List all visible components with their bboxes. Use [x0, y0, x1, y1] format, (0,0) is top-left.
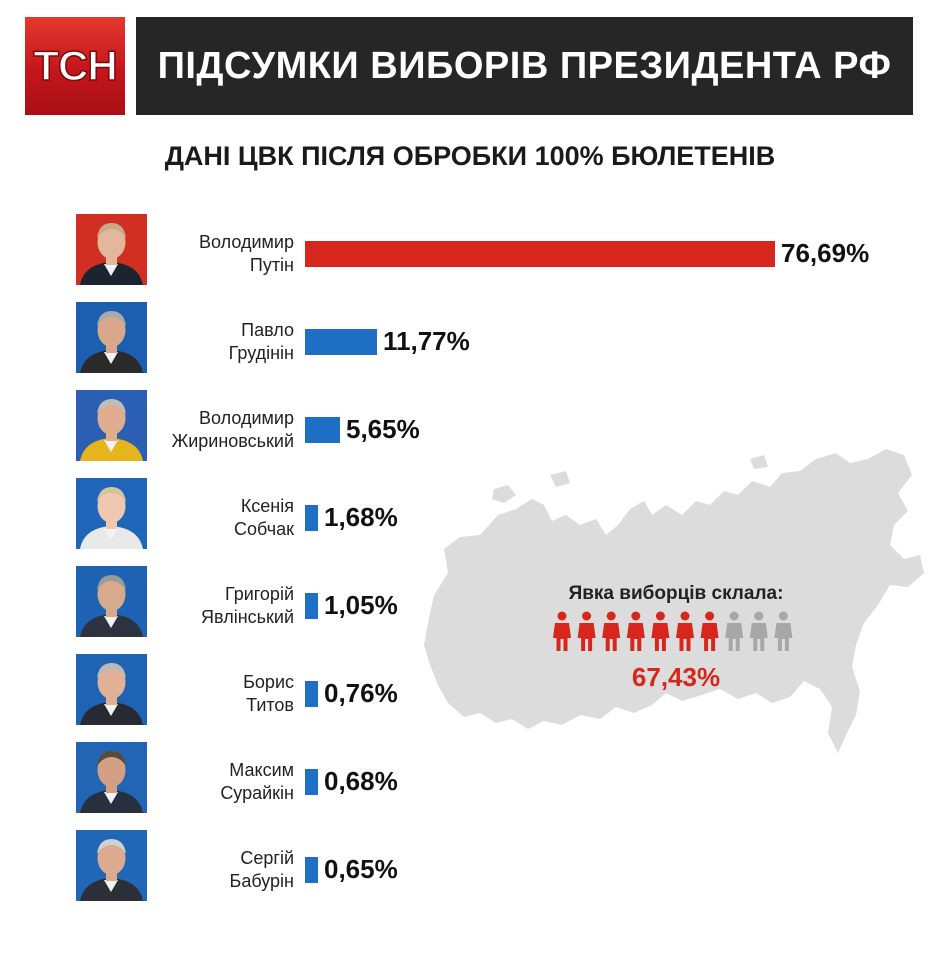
person-icon-voted: [626, 611, 645, 651]
bar-value-label: 1,68%: [324, 502, 398, 532]
bar-value-label: 0,76%: [324, 678, 398, 708]
candidate-photo: [76, 654, 147, 725]
bar-value-label: 0,65%: [324, 854, 398, 884]
candidate-last-name: Жириновський: [171, 431, 294, 451]
person-icon-voted: [676, 611, 694, 651]
tsn-logo: ТСН: [25, 17, 125, 115]
candidate-photo: [76, 566, 147, 637]
person-icon-voted: [602, 611, 621, 651]
bar-value-label: 5,65%: [346, 414, 420, 444]
person-icon-voted: [651, 611, 670, 651]
person-icon-voted: [700, 611, 719, 651]
candidate-name: Борис Титов: [94, 671, 294, 717]
header-bar: ПІДСУМКИ ВИБОРІВ ПРЕЗИДЕНТА РФ: [136, 17, 913, 115]
bar-value-label: 1,05%: [324, 590, 398, 620]
logo-text: ТСН: [33, 41, 119, 90]
candidate-first-name: Сергій: [240, 848, 294, 868]
candidate-first-name: Володимир: [199, 232, 294, 252]
candidate-photo: [76, 830, 147, 901]
candidate-first-name: Борис: [243, 672, 294, 692]
bar: [305, 417, 340, 443]
bar: [305, 593, 318, 619]
bar-value-label: 11,77%: [383, 326, 470, 356]
person-icon-voted: [553, 611, 571, 651]
candidate-row: Павло Грудінін 11,77%: [0, 302, 940, 374]
bar: [305, 505, 318, 531]
candidate-photo: [76, 478, 147, 549]
candidate-last-name: Титов: [246, 695, 294, 715]
candidate-name: Григорій Явлінський: [94, 583, 294, 629]
candidate-name: Сергій Бабурін: [94, 847, 295, 893]
candidate-last-name: Путін: [249, 255, 294, 275]
candidate-name: Володимир Жириновський: [94, 407, 294, 453]
turnout-value: 67,43%: [631, 662, 721, 692]
candidate-row: Ксенія Собчак 1,68%: [0, 478, 940, 550]
page-title: ПІДСУМКИ ВИБОРІВ ПРЕЗИДЕНТА РФ: [157, 44, 892, 87]
person-icon-voted: [577, 611, 596, 651]
chart-subtitle: ДАНІ ЦВК ПІСЛЯ ОБРОБКИ 100% БЮЛЕТЕНІВ: [164, 141, 776, 171]
bar-value-label: 76,69%: [781, 238, 870, 268]
person-icon-not-voted: [749, 611, 768, 651]
candidate-row: Григорій Явлінський 1,05%: [0, 566, 940, 638]
candidate-photo: [76, 214, 147, 285]
person-icon-not-voted: [725, 611, 744, 651]
candidate-first-name: Павло: [241, 320, 294, 340]
bar: [305, 857, 318, 883]
person-icon-not-voted: [774, 611, 793, 651]
candidate-name: Володимир Путін: [94, 231, 294, 277]
candidate-first-name: Григорій: [224, 584, 294, 604]
candidate-first-name: Володимир: [199, 408, 294, 428]
candidate-photo: [76, 302, 147, 373]
candidate-last-name: Собчак: [234, 519, 294, 539]
candidate-row: Сергій Бабурін 0,65%: [0, 830, 940, 902]
candidate-row: Володимир Путін 76,69%: [0, 214, 940, 286]
candidate-row: Борис Титов 0,76%: [0, 654, 940, 726]
bar: [305, 241, 775, 267]
turnout-label: Явка виборців склала:: [568, 583, 784, 604]
candidate-photo: [76, 742, 147, 813]
russia-map: [424, 449, 924, 753]
russia-map-shape: [424, 449, 924, 753]
candidate-last-name: Явлінський: [201, 607, 294, 627]
candidate-row: Максим Сурайкін 0,68%: [0, 742, 940, 814]
candidate-photo: [76, 390, 147, 461]
candidate-name: Ксенія Собчак: [94, 495, 294, 541]
candidate-name: Павло Грудінін: [94, 319, 294, 365]
bar: [305, 769, 318, 795]
candidate-last-name: Бабурін: [229, 871, 295, 891]
turnout-people-icons: [553, 611, 793, 651]
candidate-last-name: Грудінін: [228, 343, 294, 363]
candidate-row: Володимир Жириновський 5,65%: [0, 390, 940, 462]
candidate-first-name: Максим: [229, 760, 294, 780]
candidate-first-name: Ксенія: [240, 496, 294, 516]
bar: [305, 329, 377, 355]
bar-value-label: 0,68%: [324, 766, 398, 796]
candidate-name: Максим Сурайкін: [94, 759, 294, 805]
bar: [305, 681, 318, 707]
candidate-last-name: Сурайкін: [220, 783, 294, 803]
